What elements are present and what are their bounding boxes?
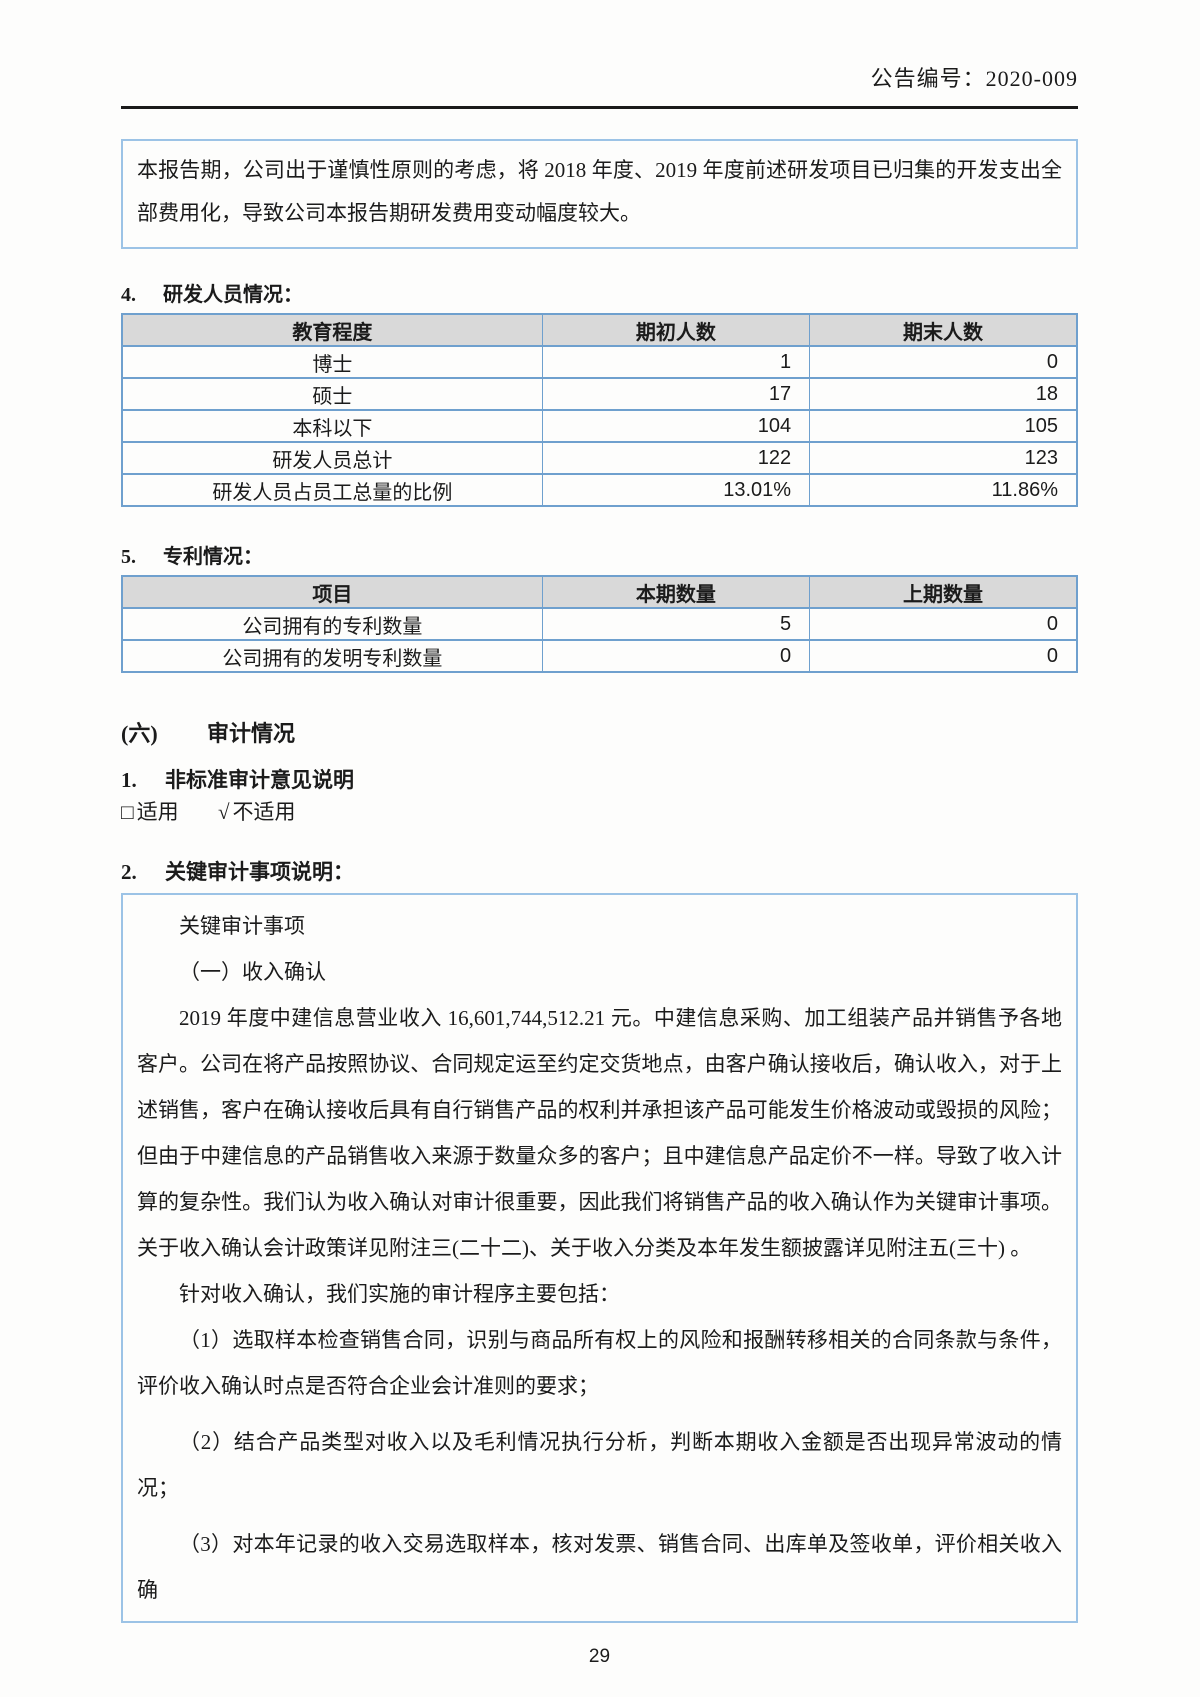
row-value: 104 [541,409,811,443]
rd-personnel-table: 教育程度 期初人数 期末人数 博士 1 0 硕士 17 18 本科以下 104 105 研发人员总计 1… [121,313,1078,507]
column-header: 本期数量 [541,575,811,609]
checkmark-icon: √ [217,800,230,824]
not-applicable-label: 不适用 [232,800,296,824]
section-5-title: 专利情况： [163,546,263,568]
audit-matter-paragraph: 针对收入确认，我们实施的审计程序主要包括： [179,1282,620,1306]
subsection-2-heading: 2. 关键审计事项说明： [121,859,1078,885]
patent-table: 项目 本期数量 上期数量 公司拥有的专利数量 5 0 公司拥有的发明专利数量 0 0 [121,575,1078,673]
row-value: 0 [809,639,1078,673]
note-text: 本报告期，公司出于谨慎性原则的考虑，将 2018 年度、2019 年度前述研发项… [137,158,1062,225]
row-value: 17 [541,377,811,411]
row-label: 硕士 [121,377,543,411]
subsection-2-number: 2. [121,860,137,884]
rd-expense-note-box: 本报告期，公司出于谨慎性原则的考虑，将 2018 年度、2019 年度前述研发项… [121,139,1078,249]
checkbox-empty-icon: □ [121,800,134,824]
table-row: 本科以下 104 105 [121,409,1078,443]
audit-matter-paragraph: （1）选取样本检查销售合同，识别与商品所有权上的风险和报酬转移相关的合同条款与条… [137,1328,1062,1398]
row-value: 105 [809,409,1078,443]
row-label: 博士 [121,345,543,379]
section-5-heading: 5. 专利情况： [121,545,1078,569]
row-label: 本科以下 [121,409,543,443]
row-value: 0 [809,607,1078,641]
key-audit-matters-box: 关键审计事项 （一）收入确认 2019 年度中建信息营业收入 16,601,744,… [121,893,1078,1623]
section-6-heading: (六) 审计情况 [121,721,1078,747]
section-4-number: 4. [121,284,136,306]
applicability-line: □ 适用 √ 不适用 [121,799,1078,825]
column-header: 期初人数 [541,313,811,347]
row-value: 11.86% [809,473,1078,507]
header-rule [121,106,1078,109]
table-row: 博士 1 0 [121,345,1078,379]
row-label: 公司拥有的发明专利数量 [121,639,543,673]
applicable-label: 适用 [136,800,179,824]
not-applicable-option: √ 不适用 [218,800,296,824]
audit-matter-paragraph: 关键审计事项 [179,914,305,938]
row-label: 公司拥有的专利数量 [121,607,543,641]
subsection-1-heading: 1. 非标准审计意见说明 [121,767,1078,793]
audit-matter-paragraph: 2019 年度中建信息营业收入 16,601,744,512.21 元。中建信息… [137,1006,1062,1260]
audit-matter-paragraph: （一）收入确认 [179,960,326,984]
subsection-2-title: 关键审计事项说明： [165,860,354,884]
row-value: 0 [541,639,811,673]
table-row: 公司拥有的专利数量 5 0 [121,607,1078,641]
column-header: 上期数量 [809,575,1078,609]
page-number: 29 [588,1646,611,1667]
audit-matter-paragraph: （2）结合产品类型对收入以及毛利情况执行分析，判断本期收入金额是否出现异常波动的… [137,1430,1062,1500]
subsection-1-number: 1. [121,768,137,792]
table-header-row: 教育程度 期初人数 期末人数 [121,313,1078,347]
column-header: 期末人数 [809,313,1078,347]
table-header-row: 项目 本期数量 上期数量 [121,575,1078,609]
table-row: 研发人员总计 122 123 [121,441,1078,475]
row-value: 0 [809,345,1078,379]
row-value: 13.01% [541,473,811,507]
section-4-heading: 4. 研发人员情况： [121,283,1078,307]
row-value: 1 [541,345,811,379]
section-5-number: 5. [121,546,136,568]
row-label: 研发人员总计 [121,441,543,475]
section-6-title: 审计情况 [207,721,296,746]
subsection-1-title: 非标准审计意见说明 [165,768,354,792]
row-value: 123 [809,441,1078,475]
row-value: 18 [809,377,1078,411]
audit-matter-paragraph: （3）对本年记录的收入交易选取样本，核对发票、销售合同、出库单及签收单，评价相关… [137,1532,1062,1602]
column-header: 项目 [121,575,543,609]
section-4-title: 研发人员情况： [163,284,303,306]
row-label: 研发人员占员工总量的比例 [121,473,543,507]
applicable-option: □ 适用 [121,800,179,824]
table-row: 硕士 17 18 [121,377,1078,411]
table-row: 研发人员占员工总量的比例 13.01% 11.86% [121,473,1078,507]
announcement-number: 公告编号：2020-009 [870,66,1078,91]
table-row: 公司拥有的发明专利数量 0 0 [121,639,1078,673]
column-header: 教育程度 [121,313,543,347]
row-value: 122 [541,441,811,475]
section-6-number: (六) [121,721,158,746]
row-value: 5 [541,607,811,641]
